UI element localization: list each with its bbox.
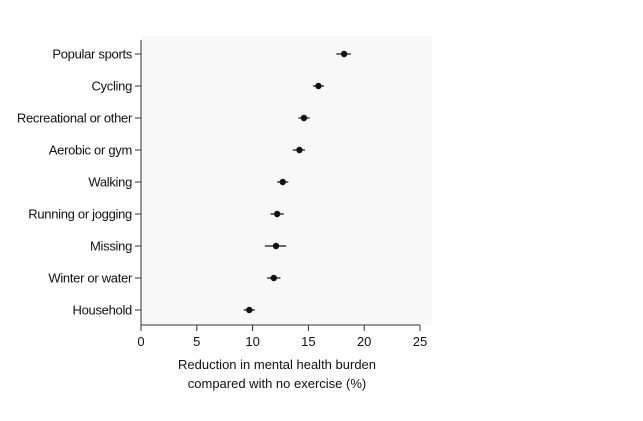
- data-point: [300, 114, 308, 122]
- x-axis-title-line2: compared with no exercise (%): [188, 376, 366, 391]
- y-tick-label: Recreational or other: [17, 111, 133, 126]
- x-tick-label: 5: [193, 334, 200, 349]
- y-tick-label: Aerobic or gym: [49, 143, 132, 158]
- y-tick-label: Missing: [90, 239, 132, 254]
- y-tick-label: Winter or water: [48, 271, 133, 286]
- y-tick-label: Popular sports: [52, 47, 132, 62]
- data-point: [315, 82, 322, 90]
- data-point: [273, 210, 281, 218]
- y-tick-label: Household: [73, 303, 133, 318]
- data-point: [340, 50, 348, 58]
- y-tick-label: Cycling: [91, 79, 132, 94]
- x-tick-label: 0: [137, 334, 144, 349]
- data-point: [296, 146, 303, 154]
- x-tick-label: 20: [357, 334, 371, 349]
- x-tick-label: 10: [245, 334, 259, 349]
- data-point: [272, 242, 280, 250]
- y-tick-label: Walking: [88, 175, 132, 190]
- x-tick-label: 15: [301, 334, 315, 349]
- y-tick-label: Running or jogging: [28, 207, 132, 222]
- plot-background: [141, 36, 432, 325]
- x-tick-label: 25: [413, 334, 427, 349]
- data-point: [279, 178, 286, 186]
- x-axis: 0 5 10 15 20 25: [137, 324, 427, 349]
- y-axis: Popular sports Cycling Recreational or oth…: [17, 40, 142, 325]
- data-point: [270, 274, 278, 282]
- data-marks: [243, 50, 351, 314]
- data-point: [246, 306, 253, 314]
- x-axis-title-line1: Reduction in mental health burden: [178, 357, 376, 372]
